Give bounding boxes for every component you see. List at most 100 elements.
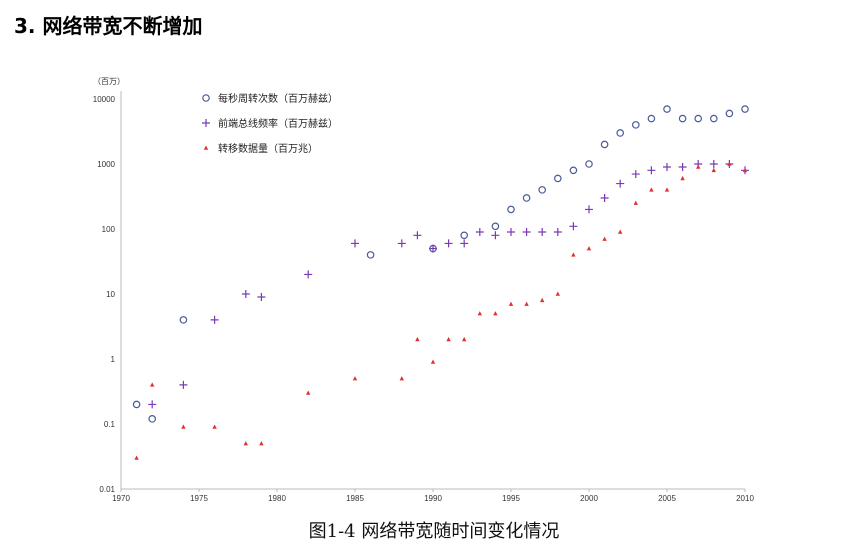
data-point-plus bbox=[304, 270, 313, 279]
data-point-plus bbox=[241, 290, 250, 298]
legend-label: 每秒周转次数（百万赫兹） bbox=[218, 92, 338, 105]
data-point-triangle bbox=[150, 382, 155, 387]
data-point-plus bbox=[475, 227, 484, 236]
data-point-triangle bbox=[555, 291, 560, 296]
data-point-triangle bbox=[352, 376, 358, 381]
y-tick-label: 0.1 bbox=[104, 420, 116, 429]
data-point-triangle bbox=[134, 455, 139, 460]
data-point-triangle bbox=[680, 175, 685, 181]
data-point-triangle bbox=[493, 311, 498, 316]
data-point-plus bbox=[429, 244, 437, 253]
y-tick-label: 1000 bbox=[97, 160, 115, 169]
x-tick-label: 1980 bbox=[268, 494, 286, 503]
x-tick-label: 1985 bbox=[346, 494, 364, 503]
x-tick-label: 1970 bbox=[112, 494, 130, 503]
data-point-circle bbox=[600, 140, 609, 149]
data-point-plus bbox=[631, 170, 640, 179]
data-point-plus bbox=[616, 179, 625, 188]
data-point-circle bbox=[741, 105, 749, 113]
data-point-plus bbox=[553, 227, 562, 236]
y-axis-unit: （百万） bbox=[93, 77, 125, 86]
data-point-circle bbox=[460, 231, 469, 240]
data-point-circle bbox=[725, 109, 734, 118]
data-point-circle bbox=[522, 194, 531, 202]
data-point-circle bbox=[709, 114, 718, 123]
data-point-plus bbox=[663, 162, 671, 171]
data-point-plus bbox=[507, 227, 515, 236]
y-tick-label: 10000 bbox=[93, 95, 116, 104]
section-title: 3. 网络带宽不断增加 bbox=[14, 14, 203, 38]
data-point-triangle bbox=[602, 236, 607, 241]
data-point-triangle bbox=[633, 200, 638, 205]
data-point-triangle bbox=[430, 359, 436, 364]
bandwidth-chart: 0.01 0.1 1 10 100 1000 10000 1970 1975 1980 1985 19… bbox=[93, 77, 755, 503]
data-point-triangle bbox=[415, 336, 420, 342]
data-point-plus bbox=[522, 227, 531, 236]
data-point-plus bbox=[351, 239, 359, 248]
y-tick-label: 10 bbox=[106, 290, 115, 299]
x-tick-label: 2010 bbox=[736, 494, 754, 503]
data-point-plus bbox=[538, 227, 547, 236]
data-point-triangle bbox=[212, 424, 217, 429]
data-point-triangle bbox=[649, 187, 654, 192]
data-point-triangle bbox=[462, 336, 467, 342]
data-point-circle bbox=[538, 186, 547, 194]
data-point-plus bbox=[600, 193, 609, 202]
data-point-circle bbox=[616, 129, 625, 137]
data-point-triangle bbox=[446, 336, 451, 342]
data-point-triangle bbox=[524, 301, 529, 306]
data-point-triangle bbox=[508, 301, 514, 306]
data-point-circle bbox=[148, 415, 157, 423]
data-point-triangle bbox=[571, 252, 576, 257]
data-point-triangle bbox=[696, 164, 701, 169]
data-point-triangle bbox=[243, 441, 248, 446]
legend-marker-triangle-icon bbox=[203, 145, 209, 150]
legend-marker-plus-icon bbox=[202, 119, 210, 127]
data-point-triangle bbox=[259, 441, 264, 446]
data-point-triangle bbox=[399, 376, 404, 381]
data-point-triangle bbox=[540, 297, 545, 303]
data-point-plus bbox=[585, 205, 593, 214]
data-point-circle bbox=[179, 316, 188, 324]
data-point-triangle bbox=[477, 311, 482, 316]
x-tick-label: 1995 bbox=[502, 494, 520, 503]
data-point-circle bbox=[585, 160, 593, 168]
legend-label: 转移数据量（百万兆） bbox=[218, 142, 318, 155]
data-point-plus bbox=[709, 160, 718, 168]
data-point-plus bbox=[148, 400, 157, 409]
data-point-triangle bbox=[664, 187, 670, 192]
data-point-plus bbox=[460, 239, 469, 248]
data-point-plus bbox=[257, 292, 266, 301]
data-point-triangle bbox=[181, 424, 186, 429]
data-point-plus bbox=[444, 239, 453, 248]
data-point-circle bbox=[366, 251, 375, 259]
data-point-circle bbox=[678, 114, 687, 123]
data-point-triangle bbox=[618, 229, 623, 234]
data-point-triangle bbox=[711, 167, 716, 173]
data-point-circle bbox=[569, 166, 578, 175]
y-tick-label: 100 bbox=[102, 225, 116, 234]
data-point-triangle bbox=[742, 167, 748, 173]
data-point-triangle bbox=[727, 161, 732, 166]
x-tick-label: 2005 bbox=[658, 494, 676, 503]
x-tick-label: 2000 bbox=[580, 494, 598, 503]
data-point-circle bbox=[491, 222, 500, 231]
data-point-plus bbox=[678, 162, 687, 171]
data-point-plus bbox=[179, 380, 188, 389]
data-point-circle bbox=[507, 205, 515, 214]
data-point-circle bbox=[553, 174, 562, 183]
data-point-plus bbox=[569, 222, 578, 231]
data-point-circle bbox=[663, 105, 671, 113]
data-point-plus bbox=[210, 315, 219, 324]
legend-label: 前端总线频率（百万赫兹） bbox=[218, 117, 338, 130]
x-tick-label: 1990 bbox=[424, 494, 442, 503]
data-point-triangle bbox=[586, 246, 592, 251]
legend-marker-circle-icon bbox=[202, 94, 210, 102]
data-point-circle bbox=[647, 114, 656, 123]
data-point-circle bbox=[694, 114, 703, 123]
data-point-plus bbox=[397, 239, 406, 248]
x-tick-label: 1975 bbox=[190, 494, 208, 503]
data-point-triangle bbox=[306, 390, 311, 395]
data-point-circle bbox=[132, 400, 141, 409]
figure-caption: 图1-4 网络带宽随时间变化情况 bbox=[308, 521, 560, 542]
